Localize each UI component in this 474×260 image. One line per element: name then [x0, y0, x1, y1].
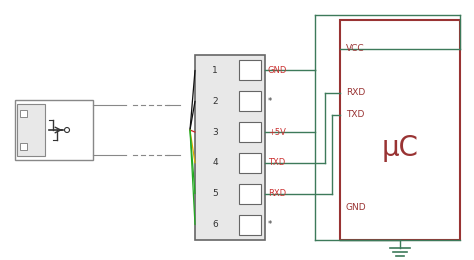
Text: TXD: TXD — [346, 110, 365, 119]
Bar — [239, 60, 261, 80]
Text: *: * — [268, 97, 272, 106]
Bar — [239, 122, 261, 142]
Text: 6: 6 — [212, 220, 218, 229]
Text: GND: GND — [268, 66, 287, 75]
Bar — [15, 100, 93, 160]
Text: 5: 5 — [212, 189, 218, 198]
Bar — [20, 143, 27, 150]
Bar — [17, 104, 45, 156]
Text: RXD: RXD — [268, 189, 286, 198]
Text: 1: 1 — [212, 66, 218, 75]
Text: 2: 2 — [212, 97, 218, 106]
Bar — [239, 184, 261, 204]
Bar — [239, 91, 261, 111]
Bar — [20, 110, 27, 117]
Text: μC: μC — [382, 134, 419, 162]
Text: +5V: +5V — [268, 128, 286, 136]
Bar — [239, 214, 261, 235]
Bar — [195, 55, 265, 240]
Text: RXD: RXD — [346, 88, 365, 97]
Text: *: * — [268, 220, 272, 229]
Text: VCC: VCC — [346, 44, 365, 53]
Bar — [340, 20, 460, 240]
Bar — [239, 153, 261, 173]
Text: GND: GND — [346, 203, 366, 211]
Text: 4: 4 — [212, 158, 218, 167]
Text: 3: 3 — [212, 128, 218, 136]
Text: TXD: TXD — [268, 158, 285, 167]
